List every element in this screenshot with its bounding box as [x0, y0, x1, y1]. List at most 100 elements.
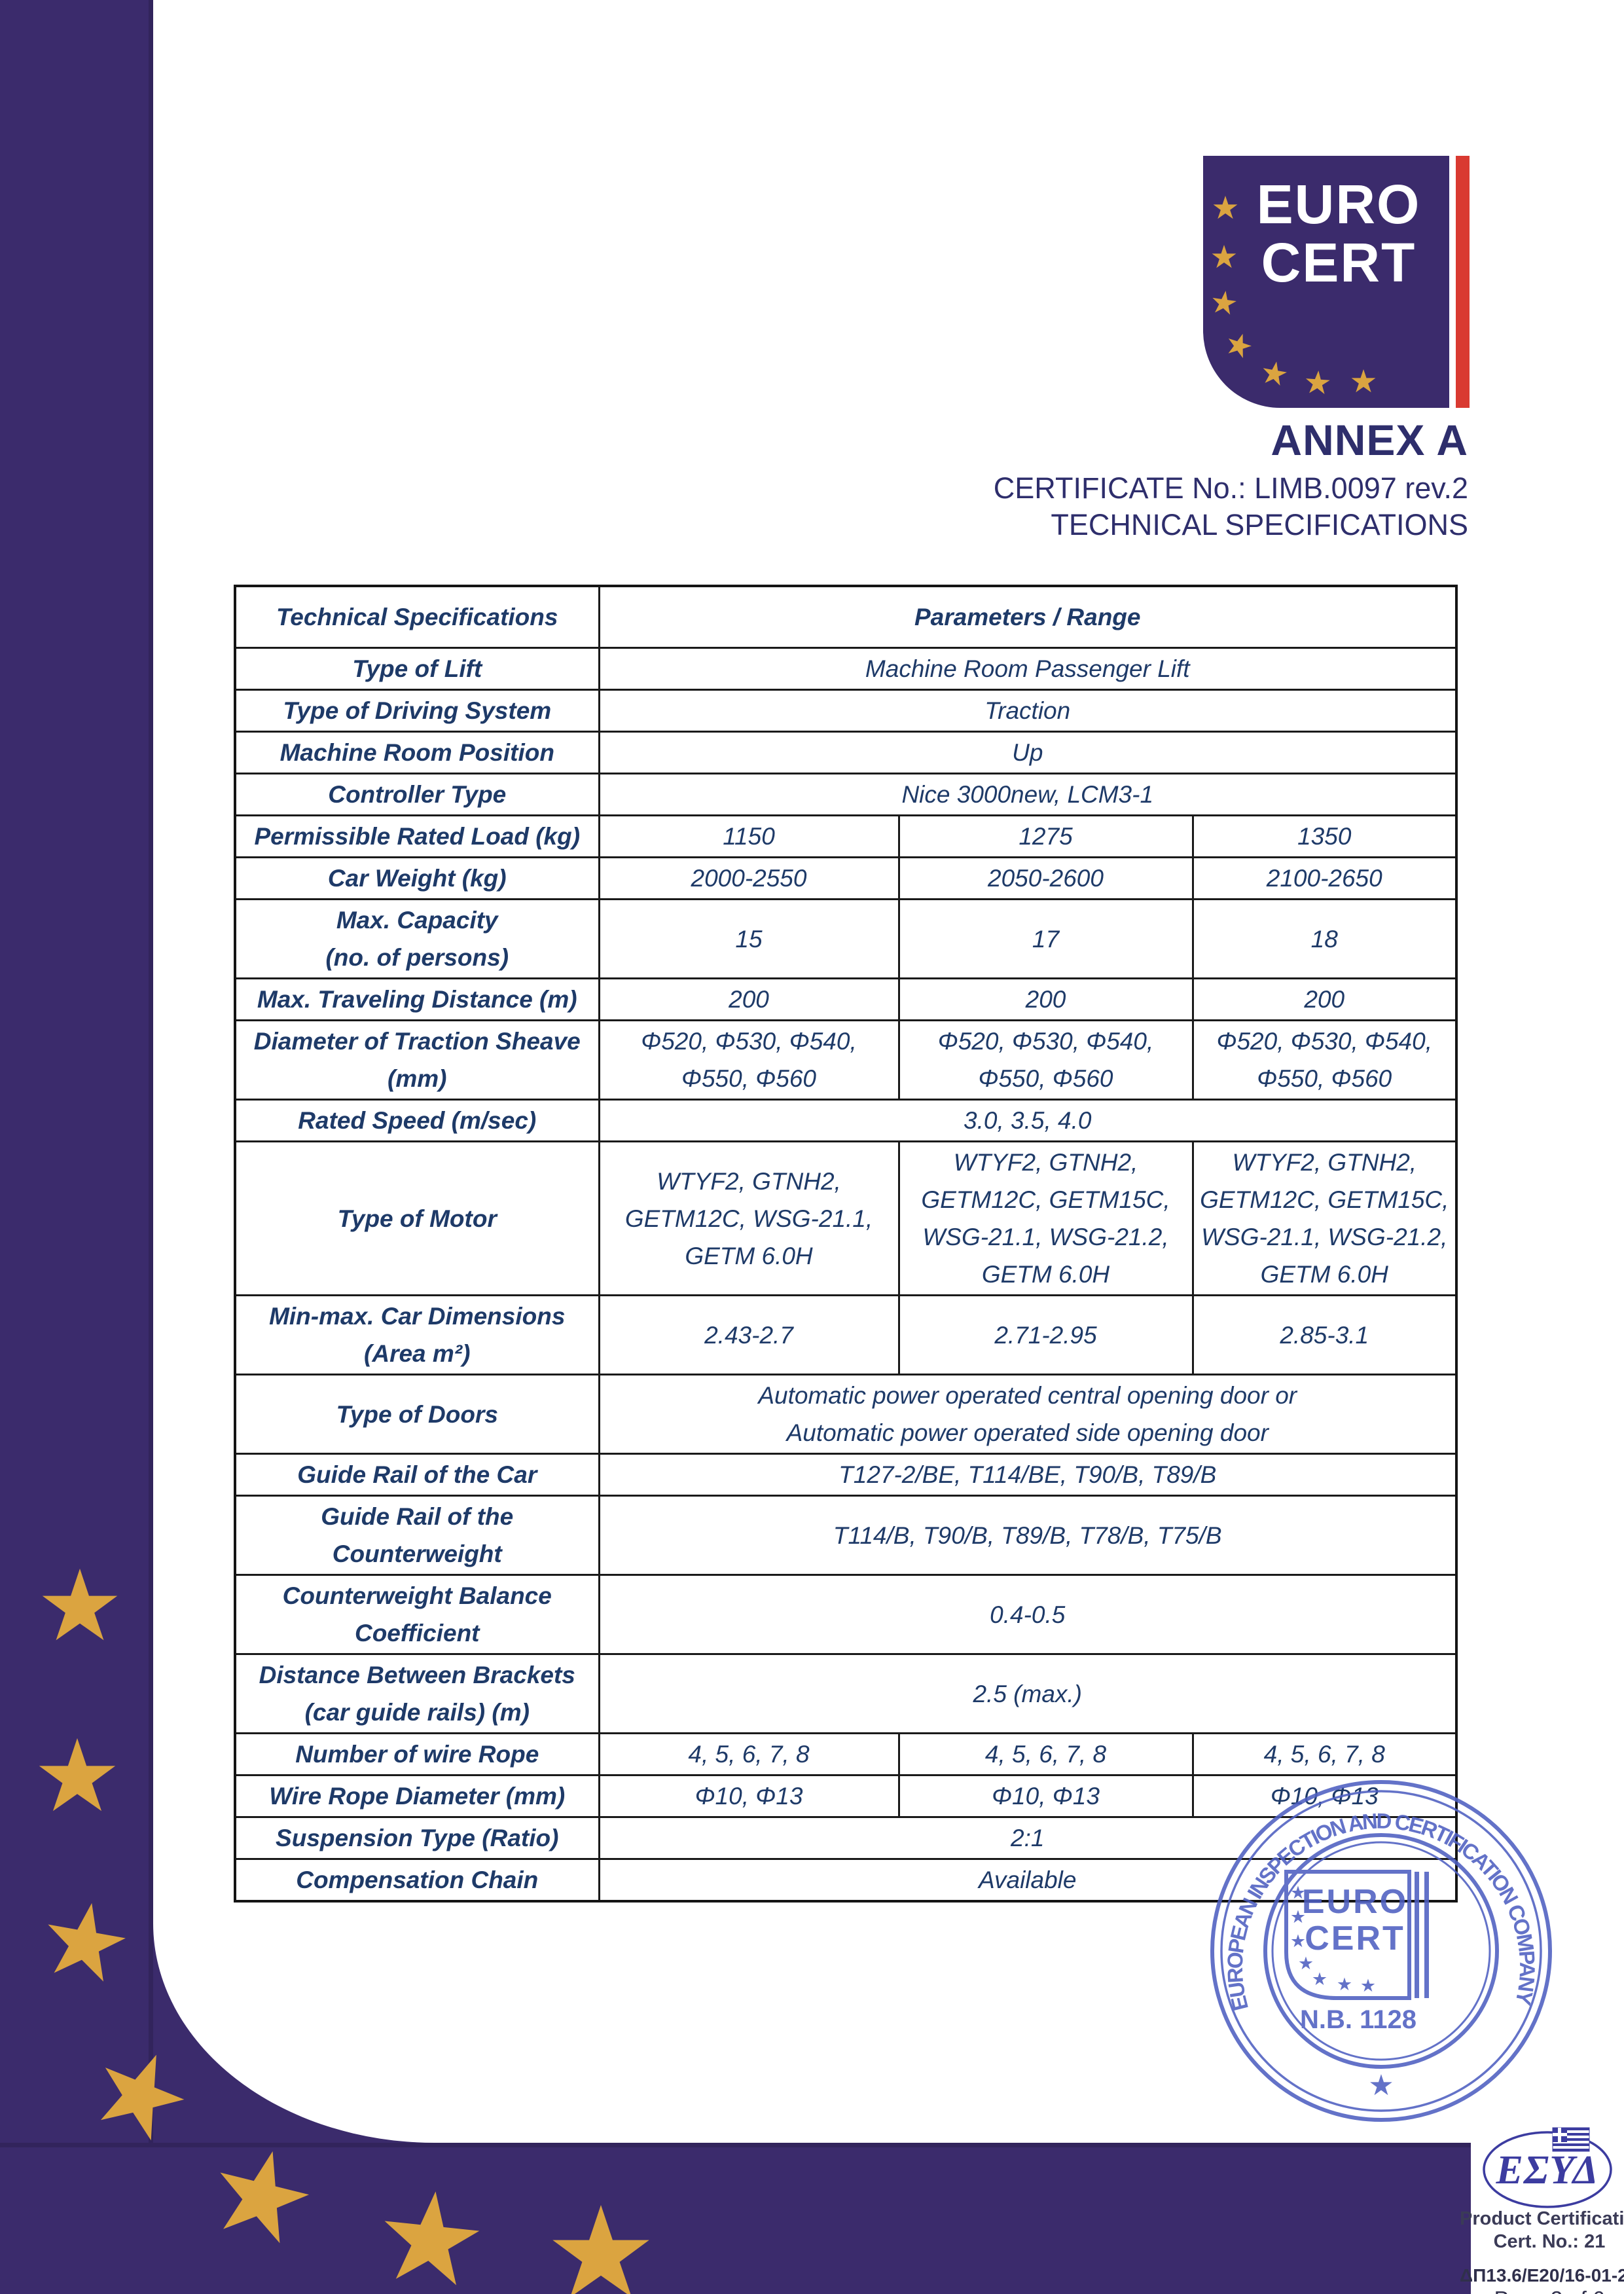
spec-label-cell: Type of Motor: [234, 1140, 600, 1296]
eu-star-icon: [39, 1738, 116, 1812]
spec-value-cell: 2.5 (max.): [598, 1653, 1458, 1734]
spec-value-cell: 0.4-0.5: [598, 1574, 1458, 1655]
table-row: Type of Driving System Traction: [234, 689, 1458, 733]
spec-value-cell: Up: [598, 731, 1458, 774]
stamp-notified-body: N.B. 1128: [1300, 2005, 1416, 2034]
stamp-star-icon: ★: [1337, 1975, 1352, 1994]
eu-star-icon: [48, 1903, 126, 1982]
table-row: Counterweight Balance Coefficient 0.4-0.5: [234, 1574, 1458, 1655]
logo-red-stripe-icon: [1456, 156, 1470, 408]
table-row: Guide Rail of the Counterweight T114/B, T…: [234, 1495, 1458, 1576]
table-row: Controller Type Nice 3000new, LCM3-1: [234, 773, 1458, 816]
certification-stamp: EUROPEAN INSPECTION AND CERTIFICATION CO…: [1198, 1768, 1552, 2122]
logo-star-icon: [1213, 195, 1238, 219]
spec-value-cell: 1275: [897, 814, 1194, 858]
table-row: Max. Capacity (no. of persons) 15 17 18: [234, 898, 1458, 979]
spec-value-cell: WTYF2, GTNH2, GETM12C, GETM15C, WSG-21.1…: [1191, 1140, 1458, 1296]
spec-value-cell: 1150: [598, 814, 900, 858]
spec-label-cell: Guide Rail of the Counterweight: [234, 1495, 600, 1576]
spec-value-cell: 4, 5, 6, 7, 8: [598, 1732, 900, 1776]
spec-label-cell: Machine Room Position: [234, 731, 600, 774]
technical-specifications-table: Technical Specifications Parameters / Ran…: [234, 585, 1458, 1903]
certificate-number: CERTIFICATE No.: LIMB.0097 rev.2: [993, 471, 1468, 505]
stamp-star-icon: ★: [1360, 1976, 1376, 1995]
table-row: Type of Doors Automatic power operated ce…: [234, 1374, 1458, 1455]
spec-value-cell: 3.0, 3.5, 4.0: [598, 1099, 1458, 1142]
logo-star-icon: [1228, 333, 1252, 358]
spec-label-cell: Type of Lift: [234, 647, 600, 691]
spec-label-cell: Number of wire Rope: [234, 1732, 600, 1776]
stamp-logo-stars: ★★★★★ ★ ★: [1290, 1883, 1376, 1995]
spec-label-cell: Wire Rope Diameter (mm): [234, 1774, 600, 1818]
footer-product-certification: Product Certification: [1460, 2208, 1624, 2229]
spec-value-cell: 2000-2550: [598, 856, 900, 900]
logo-star-icon: [1263, 361, 1287, 386]
table-row: Distance Between Brackets (car guide rai…: [234, 1653, 1458, 1734]
eu-star-icon: [552, 2204, 649, 2294]
spec-value-cell: 2.71-2.95: [897, 1294, 1194, 1375]
spec-label-cell: Suspension Type (Ratio): [234, 1816, 600, 1860]
table-row: Number of wire Rope 4, 5, 6, 7, 8 4, 5, 6,…: [234, 1732, 1458, 1776]
stamp-logo-outline: [1284, 1870, 1411, 2000]
spec-value-cell: Φ10, Φ13: [897, 1774, 1194, 1818]
spec-value-cell: 17: [897, 898, 1194, 979]
table-row: Suspension Type (Ratio) 2:1: [234, 1816, 1458, 1860]
stamp-star-icon: ★: [1312, 1969, 1327, 1989]
spec-label-cell: Compensation Chain: [234, 1858, 600, 1903]
spec-value-cell: 200: [1191, 977, 1458, 1021]
spec-value-cell: T114/B, T90/B, T89/B, T78/B, T75/B: [598, 1495, 1458, 1576]
logo-star-icon: [1305, 370, 1330, 394]
greek-flag-icon: [1552, 2127, 1590, 2152]
spec-label-cell: Counterweight Balance Coefficient: [234, 1574, 600, 1655]
table-row: Min-max. Car Dimensions (Area m²) 2.43-2.…: [234, 1294, 1458, 1375]
left-border-band: [0, 0, 153, 2294]
spec-value-cell: 2.85-3.1: [1191, 1294, 1458, 1375]
spec-label-cell: Car Weight (kg): [234, 856, 600, 900]
spec-value-cell: 2:1: [598, 1816, 1458, 1860]
spec-value-cell: Φ520, Φ530, Φ540, Φ550, Φ560: [897, 1019, 1194, 1101]
stamp-logo-cert: CERT: [1305, 1920, 1405, 1957]
spec-value-cell: 4, 5, 6, 7, 8: [897, 1732, 1194, 1776]
annex-title: ANNEX A: [1271, 416, 1468, 464]
spec-value-cell: 4, 5, 6, 7, 8: [1191, 1732, 1458, 1776]
stamp-logo-bar-icon: [1424, 1872, 1429, 1998]
spec-label-cell: Min-max. Car Dimensions (Area m²): [234, 1294, 600, 1375]
esyd-letters: ΕΣΥΔ: [1496, 2148, 1599, 2193]
spec-value-cell: Φ520, Φ530, Φ540, Φ550, Φ560: [598, 1019, 900, 1101]
table-row: Wire Rope Diameter (mm) Φ10, Φ13 Φ10, Φ13 Φ…: [234, 1774, 1458, 1818]
stamp-star-icon: ★: [1298, 1954, 1314, 1973]
footer-doc-ref: ΔΠ13.6/Ε20/16-01-2014: [1460, 2265, 1624, 2285]
spec-value-cell: WTYF2, GTNH2, GETM12C, WSG-21.1, GETM 6.…: [598, 1140, 900, 1296]
table-row: Technical Specifications Parameters / Ran…: [234, 585, 1458, 649]
eu-star-icon: [220, 2151, 310, 2243]
spec-label-cell: Permissible Rated Load (kg): [234, 814, 600, 858]
stamp-star-icon: ★: [1290, 1931, 1306, 1951]
table-row: Max. Traveling Distance (m) 200 200 200: [234, 977, 1458, 1021]
spec-value-cell: 18: [1191, 898, 1458, 979]
spec-value-cell: 2100-2650: [1191, 856, 1458, 900]
spec-label-cell: Distance Between Brackets (car guide rai…: [234, 1653, 600, 1734]
spec-value-cell: 1350: [1191, 814, 1458, 858]
spec-label-cell: Technical Specifications: [234, 585, 600, 649]
table-row: Permissible Rated Load (kg) 1150 1275 1350: [234, 814, 1458, 858]
stamp-logo-bar-icon: [1415, 1872, 1419, 1998]
logo-star-icon: [1351, 369, 1376, 393]
spec-label-cell: Diameter of Traction Sheave (mm): [234, 1019, 600, 1101]
table-row: Machine Room Position Up: [234, 731, 1458, 774]
eu-star-icon: [384, 2191, 480, 2285]
page-number: Page 3 of 6: [1460, 2287, 1624, 2294]
eurocert-logo: [1203, 156, 1449, 408]
table-row: Type of Lift Machine Room Passenger Lift: [234, 647, 1458, 691]
table-row: Guide Rail of the Car T127-2/BE, T114/BE,…: [234, 1453, 1458, 1497]
logo-word-euro: EURO: [1256, 173, 1421, 235]
spec-value-cell: Φ520, Φ530, Φ540, Φ550, Φ560: [1191, 1019, 1458, 1101]
stamp-star-icon: ★: [1290, 1907, 1306, 1927]
spec-label-cell: Guide Rail of the Car: [234, 1453, 600, 1497]
spec-label-cell: Max. Capacity (no. of persons): [234, 898, 600, 979]
spec-label-cell: Type of Driving System: [234, 689, 600, 733]
spec-value-cell: T127-2/BE, T114/BE, T90/B, T89/B: [598, 1453, 1458, 1497]
spec-value-cell: Machine Room Passenger Lift: [598, 647, 1458, 691]
spec-label-cell: Type of Doors: [234, 1374, 600, 1455]
footer-cert-no: Cert. No.: 21: [1493, 2231, 1606, 2252]
